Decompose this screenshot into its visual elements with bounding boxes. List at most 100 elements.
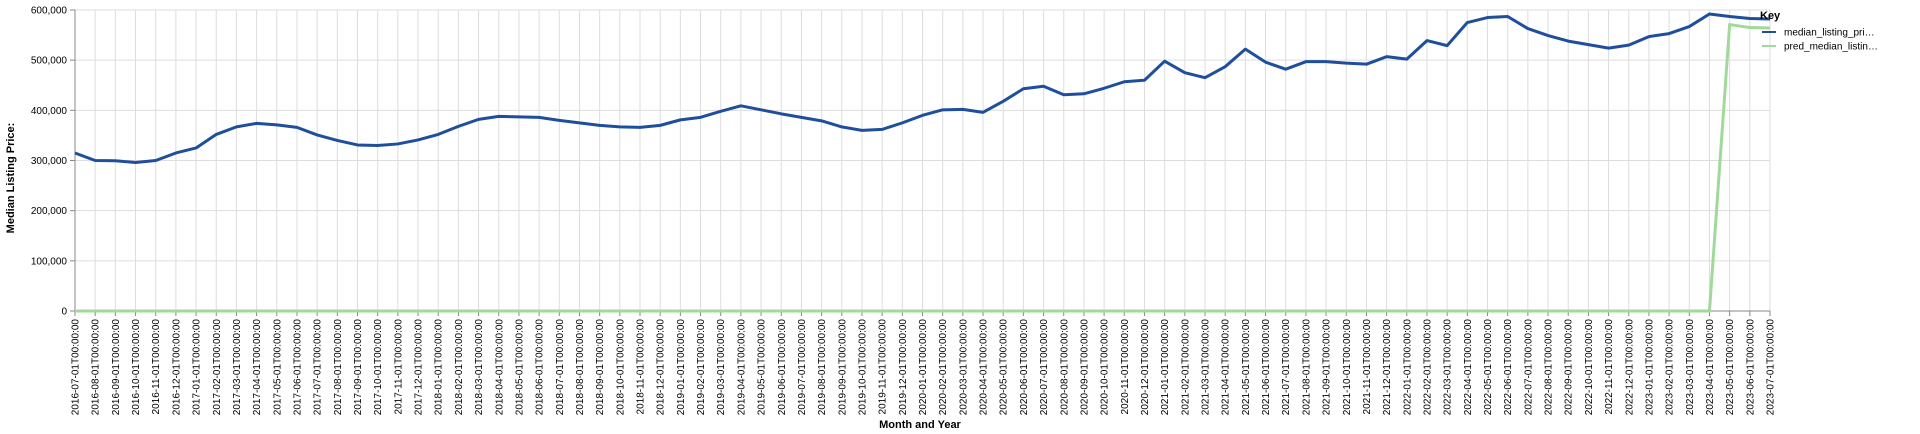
x-tick-label: 2018-09-01T00:00:00	[595, 319, 606, 416]
x-tick-label: 2023-02-01T00:00:00	[1665, 319, 1676, 416]
x-tick-label: 2022-01-01T00:00:00	[1402, 319, 1413, 416]
x-tick-label: 2019-11-01T00:00:00	[878, 319, 889, 415]
x-tick-label: 2020-01-01T00:00:00	[918, 319, 929, 416]
x-tick-label: 2020-02-01T00:00:00	[938, 319, 949, 416]
x-tick-label: 2017-08-01T00:00:00	[333, 319, 344, 416]
x-tick-label: 2018-05-01T00:00:00	[514, 319, 525, 416]
x-tick-label: 2017-09-01T00:00:00	[353, 319, 364, 416]
x-tick-label: 2021-05-01T00:00:00	[1241, 319, 1252, 416]
x-tick-label: 2021-06-01T00:00:00	[1261, 319, 1272, 416]
legend-label-median-listing-price: median_listing_pri…	[1784, 28, 1875, 39]
x-tick-label: 2018-12-01T00:00:00	[656, 319, 667, 416]
x-tick-label: 2020-08-01T00:00:00	[1059, 319, 1070, 416]
x-tick-label: 2020-05-01T00:00:00	[999, 319, 1010, 416]
y-tick-label: 500,000	[31, 56, 68, 67]
x-tick-label: 2021-07-01T00:00:00	[1281, 319, 1292, 416]
x-tick-label: 2017-04-01T00:00:00	[252, 319, 263, 416]
y-tick-label: 200,000	[31, 206, 68, 217]
x-tick-label: 2020-07-01T00:00:00	[1039, 319, 1050, 416]
legend-label-pred-median-listing-price: pred_median_listin…	[1784, 42, 1878, 53]
x-tick-label: 2016-07-01T00:00:00	[71, 319, 82, 416]
x-tick-label: 2018-02-01T00:00:00	[454, 319, 465, 416]
x-tick-label: 2023-07-01T00:00:00	[1766, 319, 1777, 416]
x-tick-label: 2022-05-01T00:00:00	[1483, 319, 1494, 416]
x-tick-label: 2019-05-01T00:00:00	[757, 319, 768, 416]
x-tick-label: 2019-09-01T00:00:00	[837, 319, 848, 416]
x-tick-label: 2022-12-01T00:00:00	[1624, 319, 1635, 416]
x-tick-label: 2017-06-01T00:00:00	[292, 319, 303, 416]
y-tick-label: 100,000	[31, 256, 68, 267]
x-tick-label: 2019-03-01T00:00:00	[716, 319, 727, 416]
legend: Key median_listing_pri… pred_median_listi…	[1760, 10, 1878, 53]
x-tick-label: 2017-02-01T00:00:00	[212, 319, 223, 416]
x-tick-label: 2021-02-01T00:00:00	[1180, 319, 1191, 416]
x-tick-label: 2023-05-01T00:00:00	[1725, 319, 1736, 416]
legend-title: Key	[1760, 10, 1781, 22]
y-tick-label: 600,000	[31, 6, 68, 17]
x-tick-label: 2020-12-01T00:00:00	[1140, 319, 1151, 416]
x-tick-label: 2020-09-01T00:00:00	[1079, 319, 1090, 416]
x-tick-label: 2022-09-01T00:00:00	[1564, 319, 1575, 416]
series-line-median-listing-price	[74, 12, 1771, 165]
y-axis-title: Median Listing Price:	[5, 123, 17, 234]
x-tick-label: 2017-01-01T00:00:00	[192, 319, 203, 416]
x-tick-label: 2019-08-01T00:00:00	[817, 319, 828, 416]
x-tick-label: 2019-10-01T00:00:00	[857, 319, 868, 416]
x-tick-label: 2019-04-01T00:00:00	[736, 319, 747, 416]
x-tick-label: 2023-06-01T00:00:00	[1745, 319, 1756, 416]
series-lines	[74, 12, 1771, 313]
x-axis-title: Month and Year	[879, 419, 961, 431]
x-tick-label: 2022-02-01T00:00:00	[1422, 319, 1433, 416]
x-tick-label: 2022-04-01T00:00:00	[1463, 319, 1474, 416]
x-tick-label: 2016-11-01T00:00:00	[151, 319, 162, 415]
x-tick-label: 2023-04-01T00:00:00	[1705, 319, 1716, 416]
x-tick-label: 2018-03-01T00:00:00	[474, 319, 485, 416]
x-tick-label: 2020-11-01T00:00:00	[1120, 319, 1131, 415]
x-tick-label: 2022-08-01T00:00:00	[1544, 319, 1555, 416]
x-tick-label: 2019-02-01T00:00:00	[696, 319, 707, 416]
x-tick-label: 2017-12-01T00:00:00	[414, 319, 425, 416]
x-tick-label: 2019-12-01T00:00:00	[898, 319, 909, 416]
y-axis: 0 100,000 200,000 300,000 400,000 500,000 600,…	[31, 6, 76, 318]
x-tick-label: 2018-07-01T00:00:00	[555, 319, 566, 416]
y-tick-label: 300,000	[31, 156, 68, 167]
x-tick-label: 2020-06-01T00:00:00	[1019, 319, 1030, 416]
series-line-pred-median-listing-price	[75, 23, 1771, 313]
x-tick-label: 2019-06-01T00:00:00	[777, 319, 788, 416]
x-tick-label: 2018-10-01T00:00:00	[615, 319, 626, 416]
y-tick-label: 0	[61, 307, 67, 318]
x-tick-label: 2021-08-01T00:00:00	[1301, 319, 1312, 416]
x-tick-label: 2018-04-01T00:00:00	[494, 319, 505, 416]
x-tick-label: 2022-03-01T00:00:00	[1443, 319, 1454, 416]
x-tick-label: 2023-03-01T00:00:00	[1685, 319, 1696, 416]
x-tick-label: 2019-07-01T00:00:00	[797, 319, 808, 416]
x-tick-label: 2021-01-01T00:00:00	[1160, 319, 1171, 416]
x-tick-label: 2016-10-01T00:00:00	[131, 319, 142, 416]
x-tick-label: 2022-06-01T00:00:00	[1503, 319, 1514, 416]
x-tick-label: 2021-11-01T00:00:00	[1362, 319, 1373, 415]
x-tick-label: 2017-05-01T00:00:00	[272, 319, 283, 416]
x-tick-label: 2017-03-01T00:00:00	[232, 319, 243, 416]
x-tick-label: 2020-04-01T00:00:00	[979, 319, 990, 416]
x-tick-label: 2017-10-01T00:00:00	[373, 319, 384, 416]
x-tick-label: 2021-12-01T00:00:00	[1382, 319, 1393, 416]
x-tick-label: 2020-10-01T00:00:00	[1100, 319, 1111, 416]
grid-lines	[74, 9, 1771, 312]
x-tick-label: 2021-04-01T00:00:00	[1221, 319, 1232, 416]
x-tick-label: 2018-06-01T00:00:00	[535, 319, 546, 416]
x-tick-label: 2018-11-01T00:00:00	[636, 319, 647, 415]
y-tick-label: 400,000	[31, 106, 68, 117]
x-tick-label: 2020-03-01T00:00:00	[958, 319, 969, 416]
x-tick-label: 2016-08-01T00:00:00	[91, 319, 102, 416]
x-tick-label: 2022-11-01T00:00:00	[1604, 319, 1615, 415]
x-tick-label: 2017-11-01T00:00:00	[393, 319, 404, 415]
x-tick-label: 2021-09-01T00:00:00	[1322, 319, 1333, 416]
x-tick-label: 2016-09-01T00:00:00	[111, 319, 122, 416]
x-tick-label: 2021-03-01T00:00:00	[1201, 319, 1212, 416]
x-tick-label: 2022-10-01T00:00:00	[1584, 319, 1595, 416]
x-tick-label: 2023-01-01T00:00:00	[1644, 319, 1655, 416]
x-axis: 2016-07-01T00:00:00 2016-08-01T00:00:00 20…	[71, 310, 1777, 416]
x-tick-label: 2022-07-01T00:00:00	[1523, 319, 1534, 416]
x-tick-label: 2019-01-01T00:00:00	[676, 319, 687, 416]
